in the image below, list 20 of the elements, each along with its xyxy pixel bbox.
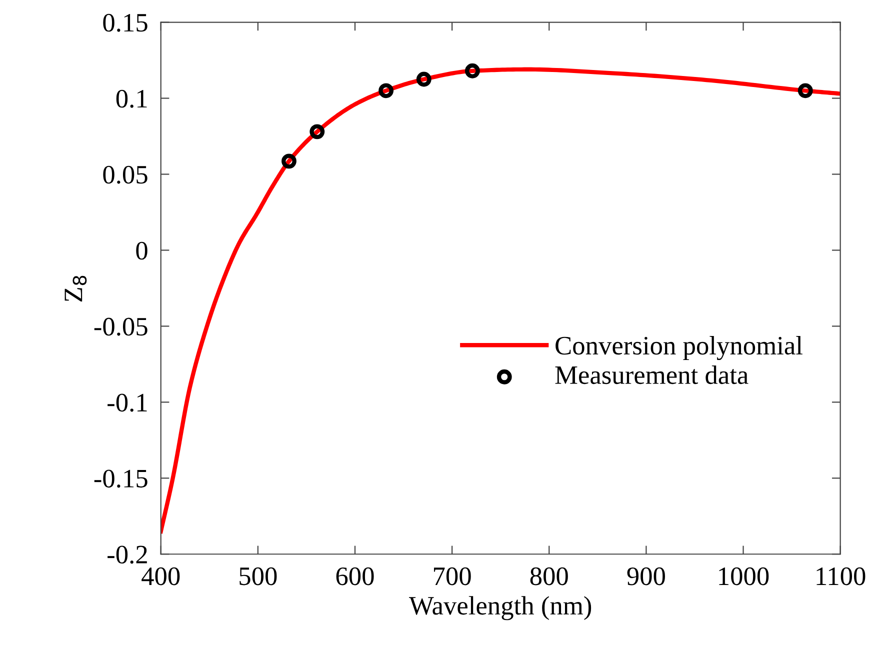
y-tick-label: 0.1 — [116, 90, 147, 108]
x-tick-label: 900 — [627, 567, 665, 586]
y-tick-label: -0.05 — [94, 318, 148, 336]
x-tick-label: 700 — [434, 567, 471, 586]
y-tick-label: -0.15 — [94, 470, 148, 488]
x-tick-label: 800 — [530, 567, 568, 586]
y-tick-label: -0.2 — [108, 546, 147, 564]
x-tick-label: 1100 — [816, 567, 866, 586]
y-axis-title: Z$_{8}$ — [64, 276, 87, 302]
y-tick-label: -0.1 — [108, 394, 147, 412]
x-tick-label: 400 — [142, 567, 180, 586]
x-axis-title: Wavelength (nm) — [408, 596, 592, 620]
y-tick-label: 0.15 — [103, 14, 148, 32]
legend-label: Measurement data — [555, 365, 748, 384]
legend-label: Conversion polynomial — [556, 336, 802, 360]
x-tick-label: 500 — [240, 567, 277, 586]
x-tick-label: 600 — [336, 567, 374, 586]
y-tick-label: 0 — [136, 242, 148, 260]
y-tick-label: 0.05 — [103, 166, 148, 184]
x-tick-label: 1000 — [719, 567, 769, 586]
